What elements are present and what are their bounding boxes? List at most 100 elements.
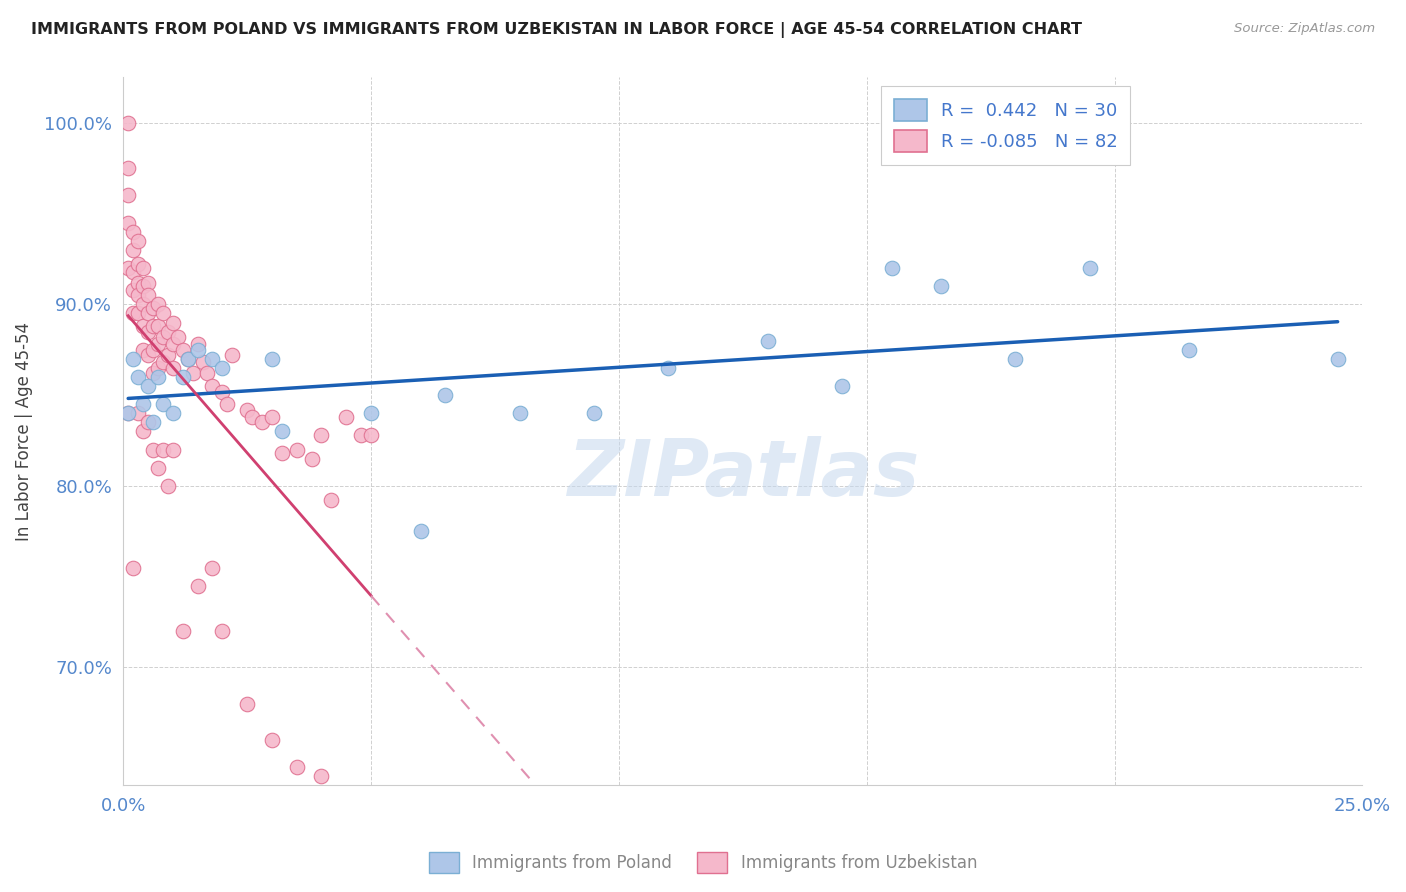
Point (117, 216, 139, 230)
Point (132, 261, 155, 276)
Point (831, 379, 853, 393)
Point (211, 360, 233, 375)
Point (146, 460, 169, 475)
Point (122, 225, 145, 239)
Point (146, 319, 169, 334)
Point (152, 306, 174, 320)
Point (217, 397, 239, 411)
Legend: Immigrants from Poland, Immigrants from Uzbekistan: Immigrants from Poland, Immigrants from … (422, 846, 984, 880)
Point (122, 306, 145, 320)
Point (583, 406, 606, 420)
Point (172, 370, 194, 384)
Text: Source: ZipAtlas.com: Source: ZipAtlas.com (1234, 22, 1375, 36)
Point (162, 406, 184, 420)
Point (1326, 351, 1348, 366)
Point (929, 279, 952, 293)
Point (132, 279, 155, 293)
Point (122, 560, 145, 574)
Point (187, 337, 209, 351)
Point (172, 343, 194, 357)
Legend: R =  0.442   N = 30, R = -0.085   N = 82: R = 0.442 N = 30, R = -0.085 N = 82 (882, 87, 1130, 165)
Point (127, 406, 149, 420)
Point (142, 416, 165, 430)
Point (270, 446, 292, 460)
Point (756, 334, 779, 348)
Point (172, 624, 194, 639)
Point (132, 397, 155, 411)
Point (117, 261, 139, 276)
Point (191, 355, 214, 369)
Point (236, 402, 259, 417)
Point (127, 306, 149, 320)
Point (146, 360, 169, 375)
Point (201, 560, 224, 574)
Point (152, 442, 174, 457)
Point (142, 319, 165, 334)
Point (122, 351, 145, 366)
Point (335, 409, 357, 424)
Point (321, 493, 343, 508)
Point (142, 301, 165, 315)
Point (509, 406, 531, 420)
Point (127, 288, 149, 302)
Point (187, 343, 209, 357)
Point (136, 288, 159, 302)
Point (311, 428, 333, 442)
Point (156, 479, 179, 493)
Point (117, 161, 139, 176)
Point (211, 384, 233, 399)
Point (1004, 351, 1026, 366)
Point (122, 243, 145, 257)
Point (127, 234, 149, 248)
Point (162, 316, 184, 330)
Point (142, 442, 165, 457)
Point (311, 769, 333, 783)
Point (156, 325, 179, 339)
Point (434, 388, 457, 402)
Point (136, 276, 159, 290)
Point (880, 261, 903, 276)
Point (1178, 343, 1201, 357)
Point (117, 116, 139, 130)
Point (260, 351, 283, 366)
Point (152, 397, 174, 411)
Point (409, 524, 432, 539)
Point (136, 416, 159, 430)
Point (136, 325, 159, 339)
Point (142, 343, 165, 357)
Point (260, 409, 283, 424)
Point (260, 733, 283, 747)
Point (152, 355, 174, 369)
Point (360, 428, 382, 442)
Text: ZIPatlas: ZIPatlas (567, 436, 920, 512)
Point (201, 379, 224, 393)
Point (117, 406, 139, 420)
Point (166, 330, 188, 344)
Point (117, 188, 139, 202)
Point (236, 697, 259, 711)
Point (122, 265, 145, 279)
Point (117, 406, 139, 420)
Point (156, 348, 179, 362)
Point (270, 425, 292, 439)
Point (187, 579, 209, 593)
Point (152, 330, 174, 344)
Point (285, 760, 308, 774)
Point (146, 337, 169, 351)
Point (1078, 261, 1101, 276)
Point (127, 276, 149, 290)
Point (162, 360, 184, 375)
Point (181, 367, 204, 381)
Point (360, 406, 382, 420)
Point (285, 442, 308, 457)
Point (132, 319, 155, 334)
Point (211, 624, 233, 639)
Point (127, 370, 149, 384)
Point (240, 409, 263, 424)
Point (657, 360, 679, 375)
Point (350, 428, 373, 442)
Point (122, 283, 145, 297)
Point (136, 379, 159, 393)
Point (221, 348, 243, 362)
Point (142, 367, 165, 381)
